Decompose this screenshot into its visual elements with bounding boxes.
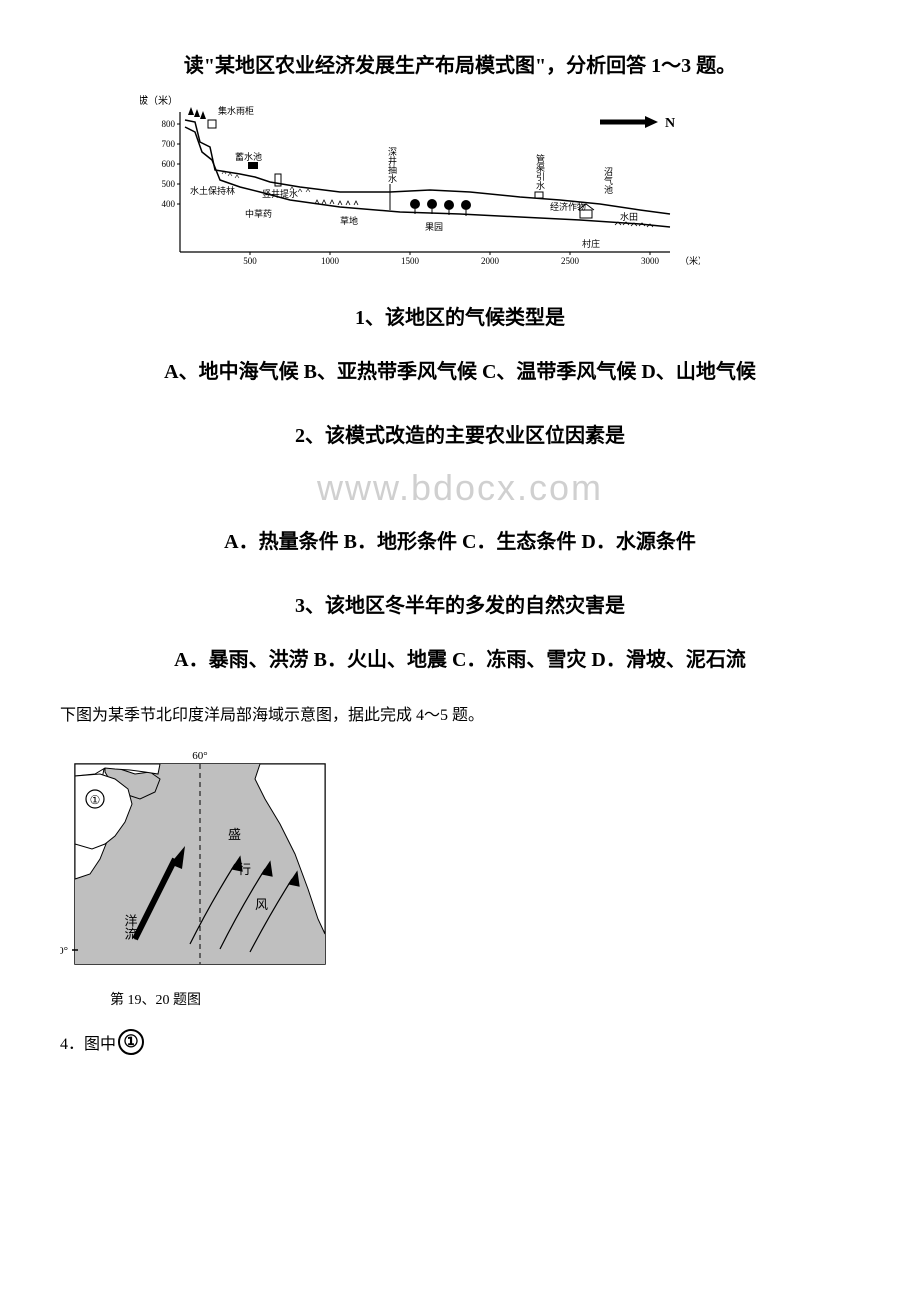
svg-text:600: 600 — [162, 159, 176, 169]
svg-text:700: 700 — [162, 139, 176, 149]
q4-circled-num: ① — [118, 1029, 144, 1055]
svg-text:0°: 0° — [60, 945, 68, 957]
q1-stem: 1、该地区的气候类型是 — [60, 302, 860, 334]
q3-stem: 3、该地区冬半年的多发的自然灾害是 — [60, 590, 860, 622]
svg-text:①: ① — [90, 793, 101, 807]
q2-stem: 2、该模式改造的主要农业区位因素是 — [60, 420, 860, 452]
svg-text:沼气池: 沼气池 — [603, 167, 613, 194]
svg-text:500: 500 — [243, 256, 257, 266]
svg-text:水田: 水田 — [620, 211, 638, 222]
intro-text: 读"某地区农业经济发展生产布局模式图"，分析回答 1～3 题。 — [60, 50, 860, 82]
q2-options: A．热量条件 B．地形条件 C．生态条件 D．水源条件 — [60, 524, 860, 560]
svg-text:行: 行 — [238, 862, 251, 877]
svg-text:风: 风 — [255, 897, 268, 912]
svg-text:盛: 盛 — [228, 827, 241, 842]
q1-options: A、地中海气候 B、亚热带季风气候 C、温带季风气候 D、山地气候 — [60, 354, 860, 390]
svg-text:深井抽水: 深井抽水 — [387, 147, 397, 183]
svg-text:2500: 2500 — [561, 256, 580, 266]
svg-text:洋流: 洋流 — [123, 914, 138, 940]
svg-text:60°: 60° — [192, 750, 207, 762]
figure2-caption: 第 19、20 题图 — [110, 989, 860, 1009]
q4-prefix: 4．图中 — [60, 1030, 116, 1054]
svg-text:（米）: （米） — [680, 255, 700, 266]
svg-text:集水雨柜: 集水雨柜 — [218, 105, 254, 116]
svg-text:1500: 1500 — [401, 256, 420, 266]
svg-text:竖井提水: 竖井提水 — [262, 188, 298, 199]
q4-line: 4．图中 ① — [60, 1029, 860, 1055]
fig1-ylabel: 海拔（米） — [140, 94, 178, 107]
svg-text:500: 500 — [162, 179, 176, 189]
svg-text:蓄水池: 蓄水池 — [235, 151, 262, 162]
svg-text:村庄: 村庄 — [582, 238, 600, 249]
svg-text:中草药: 中草药 — [245, 208, 272, 219]
svg-text:400: 400 — [162, 199, 176, 209]
figure2-container: 60° 0° 洋流 盛 行 风 ① 第 19、20 题图 — [60, 744, 860, 1009]
svg-text:N: N — [665, 116, 675, 131]
svg-text:水土保持林: 水土保持林 — [190, 185, 235, 196]
svg-text:管渠引水: 管渠引水 — [535, 153, 545, 190]
watermark-text: www.bdocx.com — [60, 467, 860, 509]
section2-intro: 下图为某季节北印度洋局部海域示意图，据此完成 4～5 题。 — [60, 703, 860, 729]
svg-text:果园: 果园 — [425, 222, 443, 232]
figure1-agriculture-profile: 海拔（米） 800 700 600 500 400 500 1000 1500 … — [140, 92, 700, 272]
svg-text:3000: 3000 — [641, 256, 660, 266]
svg-text:1000: 1000 — [321, 256, 340, 266]
svg-text:2000: 2000 — [481, 256, 500, 266]
q3-options: A．暴雨、洪涝 B．火山、地震 C．冻雨、雪灾 D．滑坡、泥石流 — [60, 642, 860, 678]
svg-text:草地: 草地 — [340, 215, 358, 226]
figure2-indian-ocean-map: 60° 0° 洋流 盛 行 风 ① — [60, 744, 340, 984]
fig1-trees-top — [188, 107, 206, 119]
svg-text:800: 800 — [162, 119, 176, 129]
